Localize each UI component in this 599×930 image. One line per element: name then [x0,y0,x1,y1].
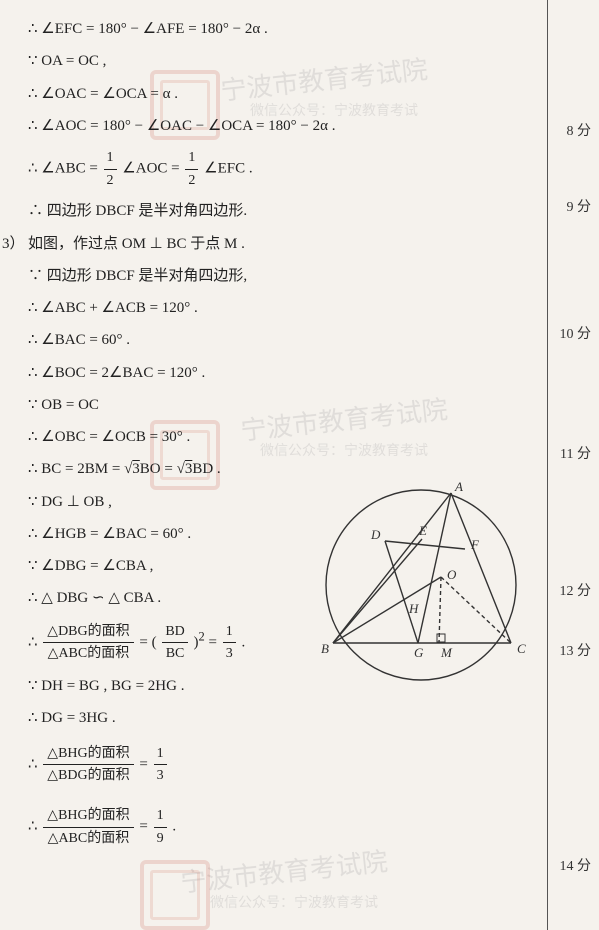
line-22: ∴ △BHG的面积 △BDG的面积 = 1 3 [28,743,468,787]
line-2: ∵ OA = OC , [28,50,468,73]
line-10: ∴ ∠BAC = 60° . [28,329,468,352]
l14-post: BD . [192,461,220,477]
frac-1-9: 1 9 [154,805,167,849]
line-8: ∵ 四边形 DBCF 是半对角四边形, [28,265,468,288]
score-9: 9 分 [567,196,592,216]
svg-text:M: M [440,645,453,660]
line-1: ∴ ∠EFC = 180° − ∠AFE = 180° − 2α . [28,18,468,41]
seal-3 [140,860,210,930]
l23-eq: = [139,819,151,835]
l14-pre: ∴ BC = 2BM = √ [28,461,132,477]
l23-end: . [172,819,176,835]
frac-half-1: 1 2 [104,147,117,191]
line-4: ∴ ∠AOC = 180° − ∠OAC − ∠OCA = 180° − 2α … [28,115,468,138]
frac-1-3b: 1 3 [154,743,167,787]
score-14: 14 分 [560,855,592,875]
frac-1-3a: 1 3 [223,621,236,665]
line-11: ∴ ∠BOC = 2∠BAC = 120° . [28,362,468,385]
den: △ABC的面积 [43,828,133,850]
geometry-diagram: A B C D E FO H G M [311,475,531,685]
l19-sq: 2 [199,629,205,643]
score-8: 8 分 [567,120,592,140]
svg-text:F: F [470,537,480,552]
l19-open: = ( [139,634,156,650]
svg-text:A: A [454,479,463,494]
l7-text: 如图，作过点 OM ⊥ BC 于点 M . [28,236,245,252]
num: △BHG的面积 [43,743,133,766]
num: 1 [154,743,167,766]
num: BD [162,621,187,644]
svg-text:B: B [321,641,329,656]
line-21: ∴ DG = 3HG . [28,707,468,730]
svg-text:G: G [414,645,424,660]
den: 2 [185,170,198,192]
line-3: ∴ ∠OAC = ∠OCA = α . [28,83,468,106]
part-3-label: 3） [2,233,25,256]
den: △ABC的面积 [43,643,133,665]
solution-body: ∴ ∠EFC = 180° − ∠AFE = 180° − 2α . ∵ OA … [0,0,488,867]
num: △DBG的面积 [43,621,133,644]
num: 1 [185,147,198,170]
line-5: ∴ ∠ABC = 1 2 ∠AOC = 1 2 ∠EFC . [28,147,468,191]
score-10: 10 分 [560,323,592,343]
den: 2 [104,170,117,192]
watermark-3-sub: 微信公众号：宁波教育考试 [210,892,378,912]
line-23: ∴ △BHG的面积 △ABC的面积 = 1 9 . [28,805,468,849]
therefore: ∴ [28,634,41,650]
score-12: 12 分 [560,580,592,600]
line-12: ∵ OB = OC [28,394,468,417]
num: △BHG的面积 [43,805,133,828]
svg-text:E: E [418,523,427,538]
l5-mid: ∠AOC = [122,161,183,177]
score-11: 11 分 [560,443,591,463]
line-13: ∴ ∠OBC = ∠OCB = 30° . [28,426,468,449]
den: BC [162,643,187,665]
l22-eq: = [139,756,151,772]
l19-end: . [242,634,246,650]
svg-text:O: O [447,567,457,582]
score-13: 13 分 [560,640,592,660]
den: 3 [154,765,167,787]
sqrt-1: 3 [132,461,140,477]
frac-bhg-abc: △BHG的面积 △ABC的面积 [43,805,133,849]
line-6: ∴ 四边形 DBCF 是半对角四边形. [28,200,468,223]
frac-bd-bc: BD BC [162,621,187,665]
frac-half-2: 1 2 [185,147,198,191]
svg-text:H: H [408,601,419,616]
l5-pre: ∴ ∠ABC = [28,161,102,177]
frac-bhg-bdg: △BHG的面积 △BDG的面积 [43,743,133,787]
l19-eq: = [209,634,221,650]
den: △BDG的面积 [43,765,133,787]
line-9: ∴ ∠ABC + ∠ACB = 120° . [28,297,468,320]
num: 1 [104,147,117,170]
num: 1 [223,621,236,644]
therefore2: ∴ [28,756,41,772]
svg-text:C: C [517,641,526,656]
l5-post: ∠EFC . [204,161,252,177]
num: 1 [154,805,167,828]
l14-mid: BO = √ [140,461,185,477]
svg-text:D: D [370,527,381,542]
den: 3 [223,643,236,665]
den: 9 [154,828,167,850]
line-7: 3） 如图，作过点 OM ⊥ BC 于点 M . [28,233,468,256]
score-column: 8 分 9 分 10 分 11 分 12 分 13 分 14 分 [547,0,599,930]
therefore3: ∴ [28,819,41,835]
frac-dbg-abc: △DBG的面积 △ABC的面积 [43,621,133,665]
